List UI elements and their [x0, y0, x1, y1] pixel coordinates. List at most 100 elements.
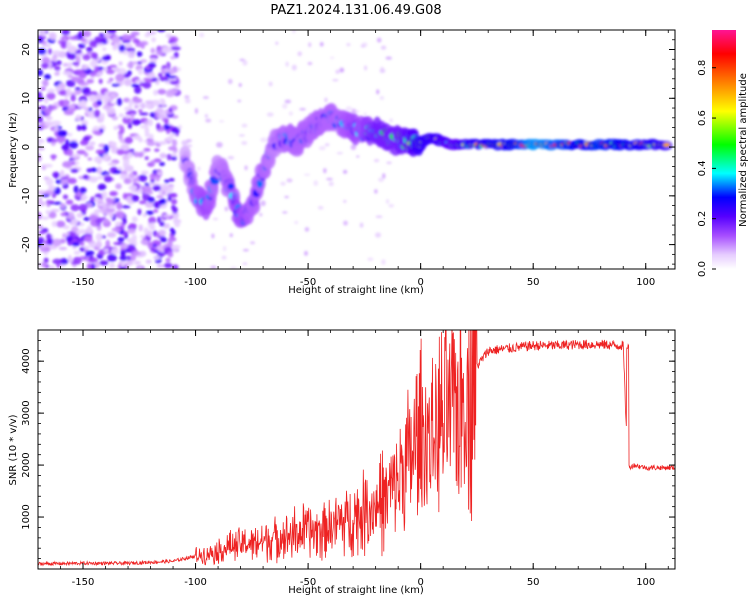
x-tick-label: -150	[72, 277, 95, 288]
heatmap-cell	[237, 99, 242, 103]
heatmap-cell	[112, 169, 122, 174]
heatmap-cell	[144, 126, 150, 135]
heatmap-cell	[38, 138, 43, 143]
heatmap-cell	[109, 64, 118, 68]
heatmap-cell	[166, 75, 177, 79]
x-tick-label: 50	[527, 277, 540, 288]
heatmap-cell	[67, 132, 73, 137]
heatmap-cell	[95, 209, 102, 213]
x-tick-label: -50	[300, 277, 316, 288]
heatmap-cell	[146, 230, 153, 237]
heatmap-cell	[165, 72, 171, 77]
heatmap-cell	[44, 189, 55, 196]
x-tick-label: -150	[72, 577, 95, 588]
heatmap-cell	[379, 95, 385, 101]
heatmap-cell	[41, 216, 50, 220]
heatmap-cell	[38, 236, 45, 244]
heatmap-cell	[43, 73, 51, 80]
heatmap-cell	[56, 134, 66, 143]
heatmap-cell	[79, 187, 87, 194]
heatmap-cell	[93, 156, 103, 163]
heatmap-cell	[137, 208, 142, 216]
heatmap-cell	[62, 233, 67, 239]
heatmap-cell	[48, 105, 57, 111]
heatmap-cell	[294, 220, 299, 225]
heatmap-cell	[38, 200, 46, 207]
heatmap-cell	[157, 141, 167, 145]
heatmap-cell	[171, 211, 179, 220]
heatmap-cell	[101, 190, 108, 199]
colorbar-gradient	[712, 30, 736, 269]
heatmap-cell	[54, 124, 59, 132]
heatmap-cell	[343, 169, 348, 174]
heatmap-cell	[119, 126, 125, 135]
heatmap-cell	[38, 91, 43, 97]
heatmap-cell	[242, 249, 249, 252]
heatmap-cell	[222, 245, 227, 252]
heatmap-cell	[105, 208, 116, 213]
heatmap-cell	[380, 45, 387, 50]
heatmap-cell	[100, 112, 105, 121]
heatmap-cell	[52, 171, 60, 178]
y-tick-label: -10	[21, 188, 32, 204]
heatmap-cell	[100, 96, 107, 101]
heatmap-cell	[130, 113, 135, 118]
heatmap-cell	[82, 174, 89, 180]
heatmap-cell	[197, 166, 201, 171]
heatmap-cell	[123, 78, 132, 87]
heatmap-cell	[134, 79, 144, 84]
heatmap-cell	[102, 153, 109, 161]
heatmap-cell	[157, 171, 163, 176]
heatmap-cell	[42, 79, 49, 87]
heatmap-cell	[62, 161, 73, 168]
heatmap-cell	[107, 253, 117, 262]
heatmap-cell	[378, 177, 384, 183]
heatmap-cell	[343, 220, 348, 226]
heatmap-cell	[116, 202, 123, 210]
heatmap-cell	[140, 239, 149, 245]
y-tick-label: 4000	[21, 348, 32, 373]
heatmap-cell	[374, 189, 378, 194]
heatmap-cell	[73, 250, 81, 255]
heatmap-cell	[156, 107, 163, 114]
heatmap-cell	[134, 85, 142, 94]
heatmap-cell	[204, 114, 208, 118]
heatmap-cell	[91, 168, 98, 173]
heatmap-cell	[77, 43, 86, 49]
heatmap-cell	[86, 78, 94, 84]
snr-y-ticks: 1000 2000 3000 4000	[21, 329, 675, 570]
heatmap-cell	[50, 208, 60, 213]
heatmap-cell	[75, 56, 81, 65]
heatmap-cell	[173, 51, 179, 59]
heatmap-cell	[380, 66, 384, 71]
heatmap-cell	[174, 221, 181, 228]
heatmap-cell	[54, 72, 60, 76]
heatmap-cell	[98, 78, 103, 85]
heatmap-cell	[163, 262, 173, 269]
heatmap-cell	[62, 70, 73, 76]
heatmap-cell	[67, 148, 74, 157]
heatmap-cell	[137, 266, 143, 269]
heatmap-cell	[39, 244, 49, 248]
heatmap-cell	[388, 203, 395, 208]
heatmap-cells	[38, 30, 673, 269]
heatmap-cell	[142, 81, 152, 89]
heatmap-cell	[168, 185, 174, 192]
heatmap-cell	[110, 248, 120, 255]
heatmap-cell	[53, 201, 62, 205]
heatmap-cell	[122, 97, 131, 103]
heatmap-cell	[65, 199, 74, 205]
heatmap-cell	[174, 84, 180, 89]
heatmap-cell	[75, 114, 82, 122]
heatmap-cell	[47, 48, 53, 55]
heatmap-cell	[48, 211, 57, 219]
heatmap-cell	[138, 200, 147, 205]
heatmap-cell	[250, 241, 255, 245]
heatmap-cell	[94, 198, 103, 202]
heatmap-cell	[93, 130, 102, 136]
heatmap-cell	[142, 212, 148, 218]
heatmap-cell	[157, 245, 163, 252]
heatmap-cell	[63, 110, 74, 116]
heatmap-cell	[144, 156, 149, 161]
